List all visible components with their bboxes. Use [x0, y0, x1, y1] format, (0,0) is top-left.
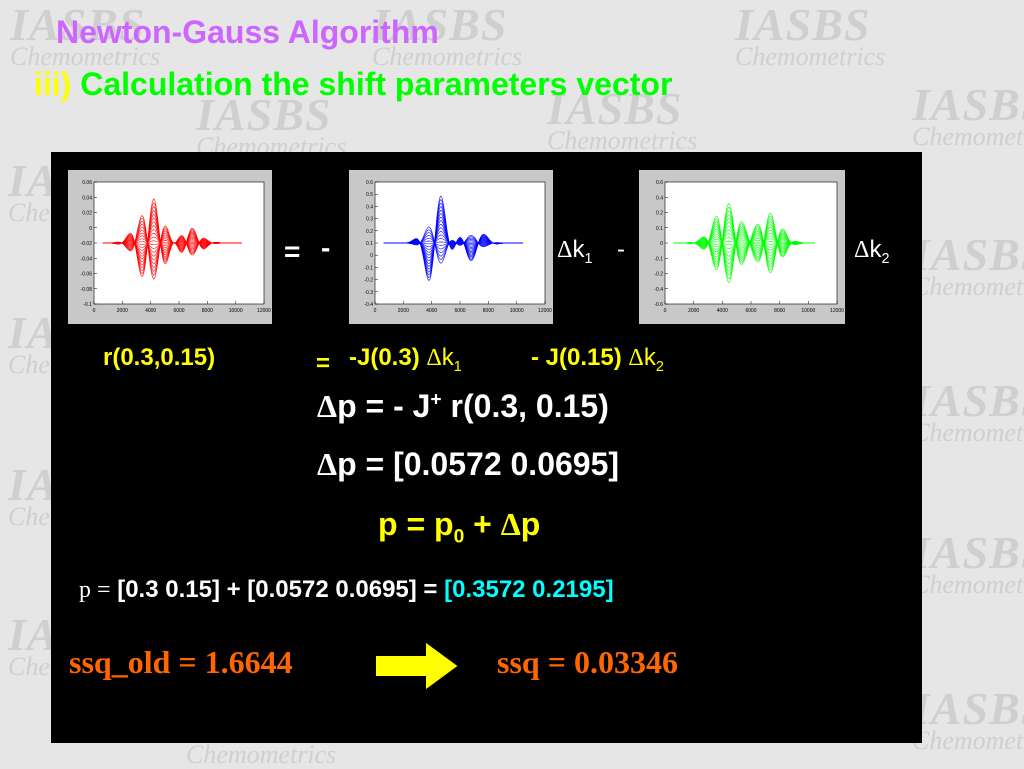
subtitle-prefix: iii) — [34, 66, 72, 102]
subtitle-text: Calculation the shift parameters vector — [80, 66, 673, 102]
svg-text:0.3: 0.3 — [366, 217, 373, 223]
delta-k1-label: Δk1 — [557, 236, 593, 267]
svg-text:0.6: 0.6 — [366, 180, 373, 186]
minus-sign: - — [321, 232, 331, 263]
svg-text:0.04: 0.04 — [82, 195, 92, 201]
residual-label: r(0.3,0.15) — [103, 344, 216, 371]
jacobian-term-2: - J(0.15) Δk2 — [531, 344, 664, 375]
delta-k2-label: Δk2 — [854, 236, 890, 267]
svg-text:-0.2: -0.2 — [364, 278, 373, 284]
svg-text:0.5: 0.5 — [366, 192, 373, 198]
svg-text:0.4: 0.4 — [366, 204, 373, 210]
svg-text:4000: 4000 — [145, 308, 156, 314]
svg-text:0.4: 0.4 — [656, 195, 663, 201]
svg-text:0.2: 0.2 — [366, 229, 373, 235]
svg-text:-0.02: -0.02 — [81, 241, 93, 247]
svg-text:6000: 6000 — [173, 308, 184, 314]
equals-sign: = — [284, 236, 301, 267]
svg-text:0: 0 — [660, 241, 663, 247]
svg-text:2000: 2000 — [688, 308, 699, 314]
equals-sign: = — [316, 350, 331, 377]
svg-text:10000: 10000 — [801, 308, 815, 314]
svg-text:0.2: 0.2 — [656, 211, 663, 217]
jacobian-term-1: -J(0.3) Δk1 — [349, 344, 462, 375]
svg-text:-0.1: -0.1 — [654, 256, 663, 262]
svg-text:8000: 8000 — [774, 308, 785, 314]
svg-text:-0.4: -0.4 — [364, 302, 373, 308]
svg-text:12000: 12000 — [257, 308, 271, 314]
svg-text:-0.3: -0.3 — [364, 290, 373, 296]
svg-text:-0.08: -0.08 — [81, 287, 93, 293]
svg-text:0: 0 — [89, 226, 92, 232]
content-board: 0.06 0.04 0.02 0 -0.02 -0.04 -0.06 -0.08 -0.1 0 20… — [51, 152, 922, 743]
svg-text:4000: 4000 — [426, 308, 437, 314]
svg-text:-0.1: -0.1 — [83, 302, 92, 308]
svg-text:0.1: 0.1 — [366, 241, 373, 247]
svg-text:6000: 6000 — [745, 308, 756, 314]
svg-text:2000: 2000 — [398, 308, 409, 314]
residual-plot: 0.06 0.04 0.02 0 -0.02 -0.04 -0.06 -0.08 -0.1 0 20… — [68, 170, 272, 324]
svg-text:12000: 12000 — [830, 308, 844, 314]
svg-text:0.02: 0.02 — [82, 211, 92, 217]
svg-text:0: 0 — [93, 308, 96, 314]
svg-text:10000: 10000 — [229, 308, 243, 314]
svg-text:0.1: 0.1 — [656, 226, 663, 232]
svg-text:6000: 6000 — [454, 308, 465, 314]
svg-text:0.6: 0.6 — [656, 180, 663, 186]
slide-subtitle: iii) Calculation the shift parameters ve… — [34, 66, 672, 103]
svg-text:2000: 2000 — [117, 308, 128, 314]
svg-text:4000: 4000 — [717, 308, 728, 314]
svg-text:-0.1: -0.1 — [364, 265, 373, 271]
parameter-update: p = p0 + Δp — [378, 506, 541, 548]
svg-text:12000: 12000 — [538, 308, 552, 314]
svg-text:-0.4: -0.4 — [654, 287, 663, 293]
svg-text:0: 0 — [370, 253, 373, 259]
slide-title: Newton-Gauss Algorithm — [56, 14, 439, 50]
parameter-result: [0.3572 0.2195] — [444, 576, 614, 603]
jacobian2-plot: 0.6 0.4 0.2 0.1 0 -0.1 -0.2 -0.4 -0.6 0 2000 4000 60… — [639, 170, 845, 324]
svg-text:0.06: 0.06 — [82, 180, 92, 186]
jacobian1-plot: 0.6 0.5 0.4 0.3 0.2 0.1 0 -0.1 -0.2 -0.3 -0.4 0 2000… — [349, 170, 553, 324]
ssq-new: ssq = 0.03346 — [497, 644, 678, 680]
svg-text:10000: 10000 — [510, 308, 524, 314]
shift-vector: Δp = [0.0572 0.0695] — [317, 446, 620, 482]
svg-text:8000: 8000 — [483, 308, 494, 314]
svg-text:-0.06: -0.06 — [81, 272, 93, 278]
svg-text:-0.2: -0.2 — [654, 272, 663, 278]
shift-equation: Δp = - J+ r(0.3, 0.15) — [317, 388, 609, 424]
minus-sign: - — [617, 236, 625, 263]
svg-text:8000: 8000 — [202, 308, 213, 314]
ssq-old: ssq_old = 1.6644 — [69, 644, 293, 680]
svg-text:-0.6: -0.6 — [654, 302, 663, 308]
right-arrow-icon — [374, 639, 461, 693]
svg-text:-0.04: -0.04 — [81, 256, 93, 262]
svg-text:0: 0 — [374, 308, 377, 314]
parameter-calculation: p = [0.3 0.15] + [0.0572 0.0695] = [0.35… — [79, 576, 614, 603]
svg-text:0: 0 — [664, 308, 667, 314]
